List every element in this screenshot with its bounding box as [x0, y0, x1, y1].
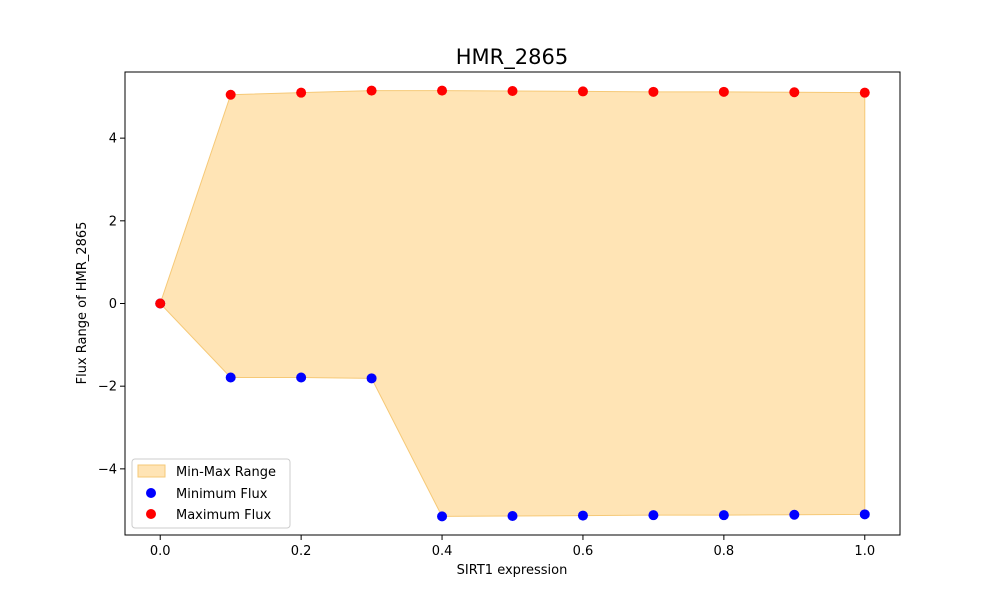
chart-title: HMR_2865 — [456, 45, 568, 70]
min-flux-point-9 — [789, 509, 800, 520]
max-flux-point-3 — [366, 85, 377, 96]
max-flux-point-4 — [437, 85, 448, 96]
plot-area — [155, 85, 870, 522]
x-tick-label: 0.2 — [291, 544, 312, 559]
y-tick-label: 0 — [109, 297, 117, 312]
min-flux-point-3 — [366, 373, 377, 384]
legend-box — [131, 458, 291, 529]
max-flux-point-8 — [718, 86, 729, 97]
x-axis: 0.0 0.2 0.4 0.6 0.8 1.0 — [150, 535, 875, 559]
x-tick-label: 0.0 — [150, 544, 171, 559]
x-tick-label: 0.4 — [432, 544, 453, 559]
max-flux-point-2 — [296, 87, 307, 98]
min-flux-point-8 — [718, 510, 729, 521]
min-flux-point-5 — [507, 510, 518, 521]
max-flux-point-6 — [577, 86, 588, 97]
legend-min-marker — [146, 488, 156, 498]
x-tick-label: 0.8 — [714, 544, 735, 559]
legend-label-min: Minimum Flux — [176, 487, 268, 502]
legend-label-range: Min-Max Range — [176, 465, 276, 480]
legend: Min-Max Range Minimum Flux Maximum Flux — [131, 458, 291, 529]
x-tick-label: 1.0 — [854, 544, 875, 559]
y-tick-label: 4 — [109, 132, 117, 147]
x-axis-label: SIRT1 expression — [457, 563, 568, 578]
min-flux-point-6 — [577, 510, 588, 521]
min-flux-point-2 — [296, 372, 307, 383]
y-tick-label: −2 — [98, 380, 117, 395]
legend-fill-swatch — [137, 464, 166, 478]
y-axis-label: Flux Range of HMR_2865 — [75, 222, 90, 385]
x-tick-label: 0.6 — [573, 544, 594, 559]
max-flux-point-5 — [507, 86, 518, 97]
max-flux-point-0 — [155, 298, 166, 309]
legend-max-marker — [146, 509, 156, 519]
legend-label-max: Maximum Flux — [176, 508, 272, 523]
min-max-range-band — [159, 90, 866, 517]
max-flux-point-9 — [789, 87, 800, 98]
min-flux-point-4 — [437, 511, 448, 522]
max-flux-point-10 — [859, 87, 870, 98]
y-tick-label: −4 — [98, 462, 117, 477]
y-axis: −4 −2 0 2 4 — [98, 132, 125, 477]
min-flux-point-10 — [859, 509, 870, 520]
max-flux-point-7 — [648, 86, 659, 97]
max-flux-point-1 — [225, 89, 236, 100]
min-flux-point-7 — [648, 510, 659, 521]
y-tick-label: 2 — [109, 214, 117, 229]
min-flux-point-1 — [225, 372, 236, 383]
